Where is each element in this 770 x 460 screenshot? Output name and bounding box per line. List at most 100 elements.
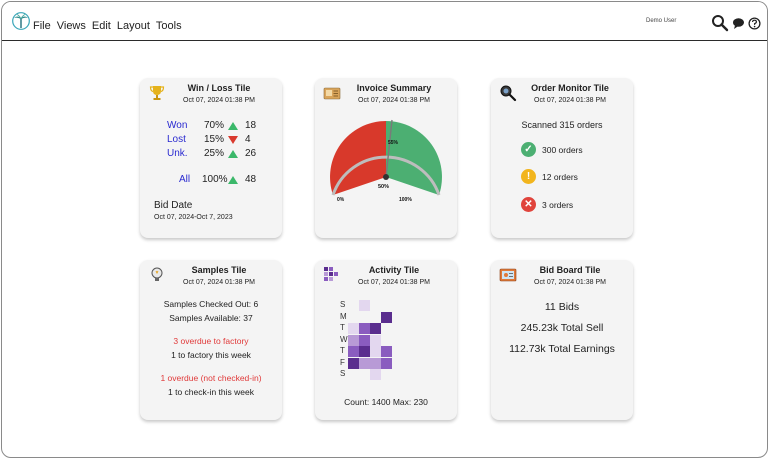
tile-date: Oct 07, 2024 01:38 PM	[534, 97, 606, 104]
heatmap-cell[interactable]	[348, 357, 359, 369]
gauge-top-label: 55%	[388, 140, 399, 146]
orders-warning-count: 12 orders	[542, 171, 578, 182]
heatmap-cell[interactable]	[370, 323, 381, 334]
total-sell: 245.23k Total Sell	[520, 322, 604, 334]
heatmap-day-label: F	[340, 357, 345, 367]
heatmap-cell[interactable]	[370, 369, 381, 380]
trophy-icon	[149, 86, 165, 100]
tile-title: Invoice Summary	[356, 83, 432, 93]
won-count: 18	[245, 120, 257, 131]
orders-ok-row: ✓ 300 orders	[521, 142, 583, 157]
heatmap-cell[interactable]	[348, 334, 359, 346]
heatmap-day-label: T	[340, 323, 345, 332]
tile-date: Oct 07, 2024 01:38 PM	[183, 279, 255, 286]
heatmap-cell[interactable]	[359, 334, 370, 346]
heatmap-cell[interactable]	[359, 300, 370, 311]
gauge-needle	[385, 119, 393, 178]
heatmap-cell[interactable]	[381, 311, 392, 323]
heatmap-day-label: S	[340, 369, 346, 378]
unknown-percent: 25%	[203, 148, 224, 159]
heatmap-cell[interactable]	[348, 346, 359, 357]
warning-icon: !	[521, 169, 536, 184]
menu-file[interactable]: File	[33, 20, 51, 32]
orders-error-count: 3 orders	[542, 199, 574, 210]
heatmap-day-label: S	[340, 300, 346, 309]
tile-title: Order Monitor Tile	[531, 83, 609, 93]
to-check-in-this-week: 1 to check-in this week	[168, 387, 254, 397]
heatmap-cell[interactable]	[359, 357, 370, 369]
menu-tools[interactable]: Tools	[155, 20, 182, 32]
gauge-hub	[383, 174, 389, 180]
all-row: All 100% 48	[140, 174, 282, 188]
gauge-rim	[331, 155, 441, 196]
overdue-to-factory[interactable]: 3 overdue to factory	[173, 336, 249, 346]
current-user[interactable]: Demo User	[646, 18, 677, 24]
samples-checked-out: Samples Checked Out: 6	[163, 299, 259, 309]
tile-date: Oct 07, 2024 01:38 PM	[534, 279, 606, 286]
heatmap-cell[interactable]	[359, 323, 370, 334]
tile-title: Win / Loss Tile	[187, 83, 251, 93]
search-icon[interactable]	[711, 14, 729, 32]
heatmap-cell[interactable]	[381, 346, 392, 357]
all-label[interactable]: All	[179, 174, 191, 185]
top-icons	[711, 14, 761, 32]
orders-warning-row: ! 12 orders	[521, 169, 578, 184]
heatmap-cell[interactable]	[381, 357, 392, 369]
bid-board-icon	[499, 268, 517, 282]
won-label[interactable]: Won	[167, 120, 188, 131]
activity-footer: Count: 1400 Max: 230	[344, 397, 428, 407]
heatmap-cell[interactable]	[370, 357, 381, 369]
total-earnings: 112.73k Total Earnings	[509, 343, 615, 355]
gauge-max-label: 100%	[399, 197, 412, 203]
arrow-up-icon	[228, 122, 238, 130]
won-percent: 70%	[203, 120, 224, 131]
invoice-summary-tile[interactable]: Invoice Summary Oct 07, 2024 01:38 PM 0%…	[315, 78, 457, 238]
unknown-count: 26	[245, 148, 257, 159]
overdue-not-checked-in[interactable]: 1 overdue (not checked-in)	[160, 373, 262, 383]
tile-title: Activity Tile	[368, 265, 420, 275]
heatmap-cell[interactable]	[370, 346, 381, 357]
tile-date: Oct 07, 2024 01:38 PM	[183, 97, 255, 104]
help-icon[interactable]	[748, 16, 761, 30]
won-row: Won 70% 18	[140, 120, 282, 134]
top-menu-bar: File Views Edit Layout Tools Demo User	[2, 2, 767, 41]
heatmap-day-label: T	[340, 346, 345, 355]
heatmap-icon	[324, 267, 338, 281]
bid-date-label: Bid Date	[154, 200, 193, 211]
heatmap-cell[interactable]	[370, 334, 381, 346]
palm-tree-logo-icon[interactable]	[12, 12, 30, 32]
lost-row: Lost 15% 4	[140, 134, 282, 148]
menu-layout[interactable]: Layout	[116, 20, 150, 32]
invoice-icon	[323, 87, 341, 100]
all-percent: 100%	[202, 174, 228, 185]
magnifier-icon	[500, 85, 517, 102]
tile-date: Oct 07, 2024 01:38 PM	[358, 97, 430, 104]
invoice-gauge: 0% 100% 50% 55%	[330, 119, 442, 203]
error-icon: ✕	[521, 197, 536, 212]
heatmap-day-label: M	[340, 311, 347, 321]
chat-icon[interactable]	[732, 17, 745, 30]
all-count: 48	[245, 174, 257, 185]
samples-tile[interactable]: Samples Tile Oct 07, 2024 01:38 PM Sampl…	[140, 260, 282, 420]
lost-label[interactable]: Lost	[167, 134, 186, 145]
order-monitor-tile[interactable]: Order Monitor Tile Oct 07, 2024 01:38 PM…	[491, 78, 633, 238]
lightbulb-icon	[151, 267, 163, 281]
heatmap-cell[interactable]	[348, 323, 359, 334]
arrow-down-icon	[228, 136, 238, 144]
unknown-label[interactable]: Unk.	[167, 148, 188, 159]
lost-percent: 15%	[203, 134, 224, 145]
heatmap-cell[interactable]	[359, 346, 370, 357]
scanned-orders: Scanned 315 orders	[521, 120, 603, 130]
tile-title: Samples Tile	[191, 265, 247, 275]
menu-edit[interactable]: Edit	[91, 20, 111, 32]
win-loss-tile[interactable]: Win / Loss Tile Oct 07, 2024 01:38 PM Wo…	[140, 78, 282, 238]
main-menu: File Views Edit Layout Tools	[33, 20, 182, 32]
lost-count: 4	[245, 134, 251, 145]
tile-date: Oct 07, 2024 01:38 PM	[358, 279, 430, 286]
to-factory-this-week: 1 to factory this week	[171, 350, 251, 360]
menu-views[interactable]: Views	[56, 20, 86, 32]
orders-ok-count: 300 orders	[542, 144, 583, 155]
bid-board-tile[interactable]: Bid Board Tile Oct 07, 2024 01:38 PM 11 …	[491, 260, 633, 420]
